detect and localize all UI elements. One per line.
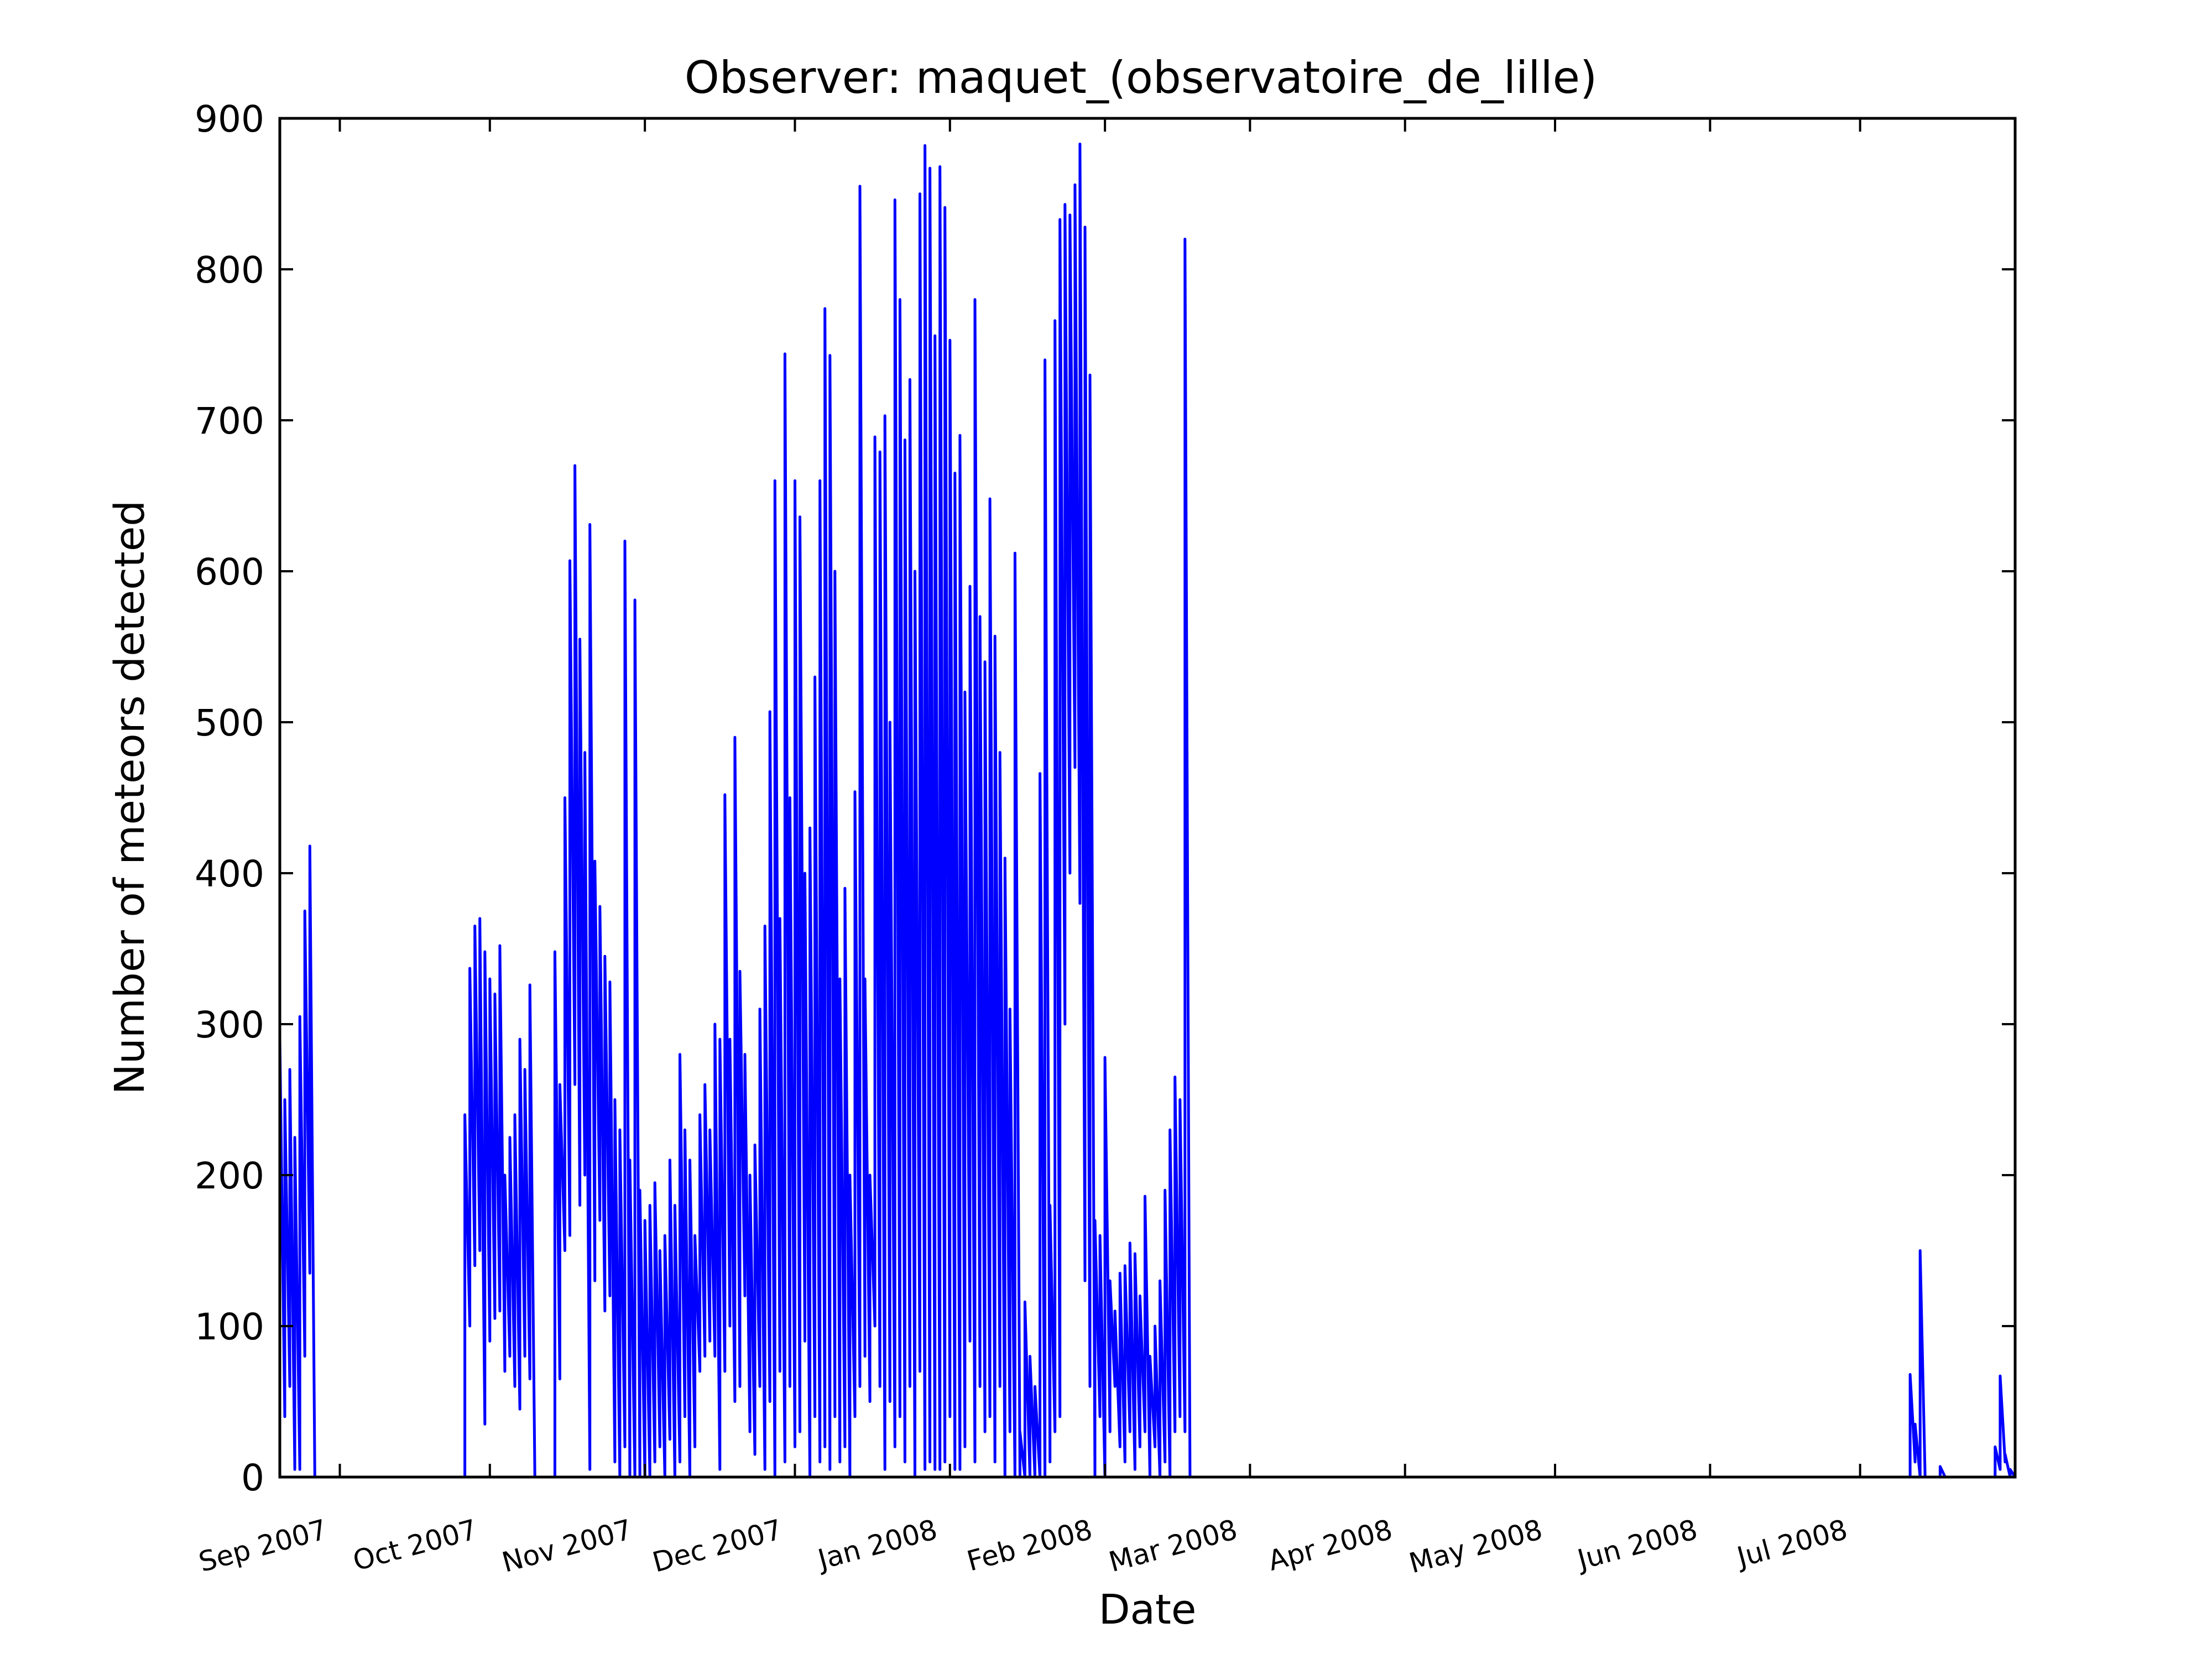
y-tick-label: 300 bbox=[195, 1004, 264, 1046]
y-tick-label: 800 bbox=[195, 249, 264, 291]
x-axis-title: Date bbox=[1099, 1586, 1197, 1634]
y-tick-label: 200 bbox=[195, 1155, 264, 1197]
y-tick-label: 900 bbox=[195, 98, 264, 140]
plot-area bbox=[278, 118, 2017, 1479]
y-tick-label: 400 bbox=[195, 853, 264, 895]
chart-title: Observer: maquet_(observatoire_de_lille) bbox=[685, 52, 1597, 103]
y-tick-labels: 0 100 200 300 400 500 600 700 800 900 bbox=[195, 98, 264, 1499]
y-tick-label: 100 bbox=[195, 1306, 264, 1348]
y-axis-title: Number of meteors detected bbox=[106, 500, 154, 1095]
plot-frame bbox=[278, 117, 2017, 1479]
data-series-line bbox=[278, 142, 2017, 1479]
axis-ticks bbox=[280, 117, 2015, 1478]
y-tick-label: 500 bbox=[195, 702, 264, 744]
y-tick-label: 600 bbox=[195, 551, 264, 593]
y-tick-label: 700 bbox=[195, 400, 264, 442]
y-tick-label: 0 bbox=[241, 1457, 264, 1499]
